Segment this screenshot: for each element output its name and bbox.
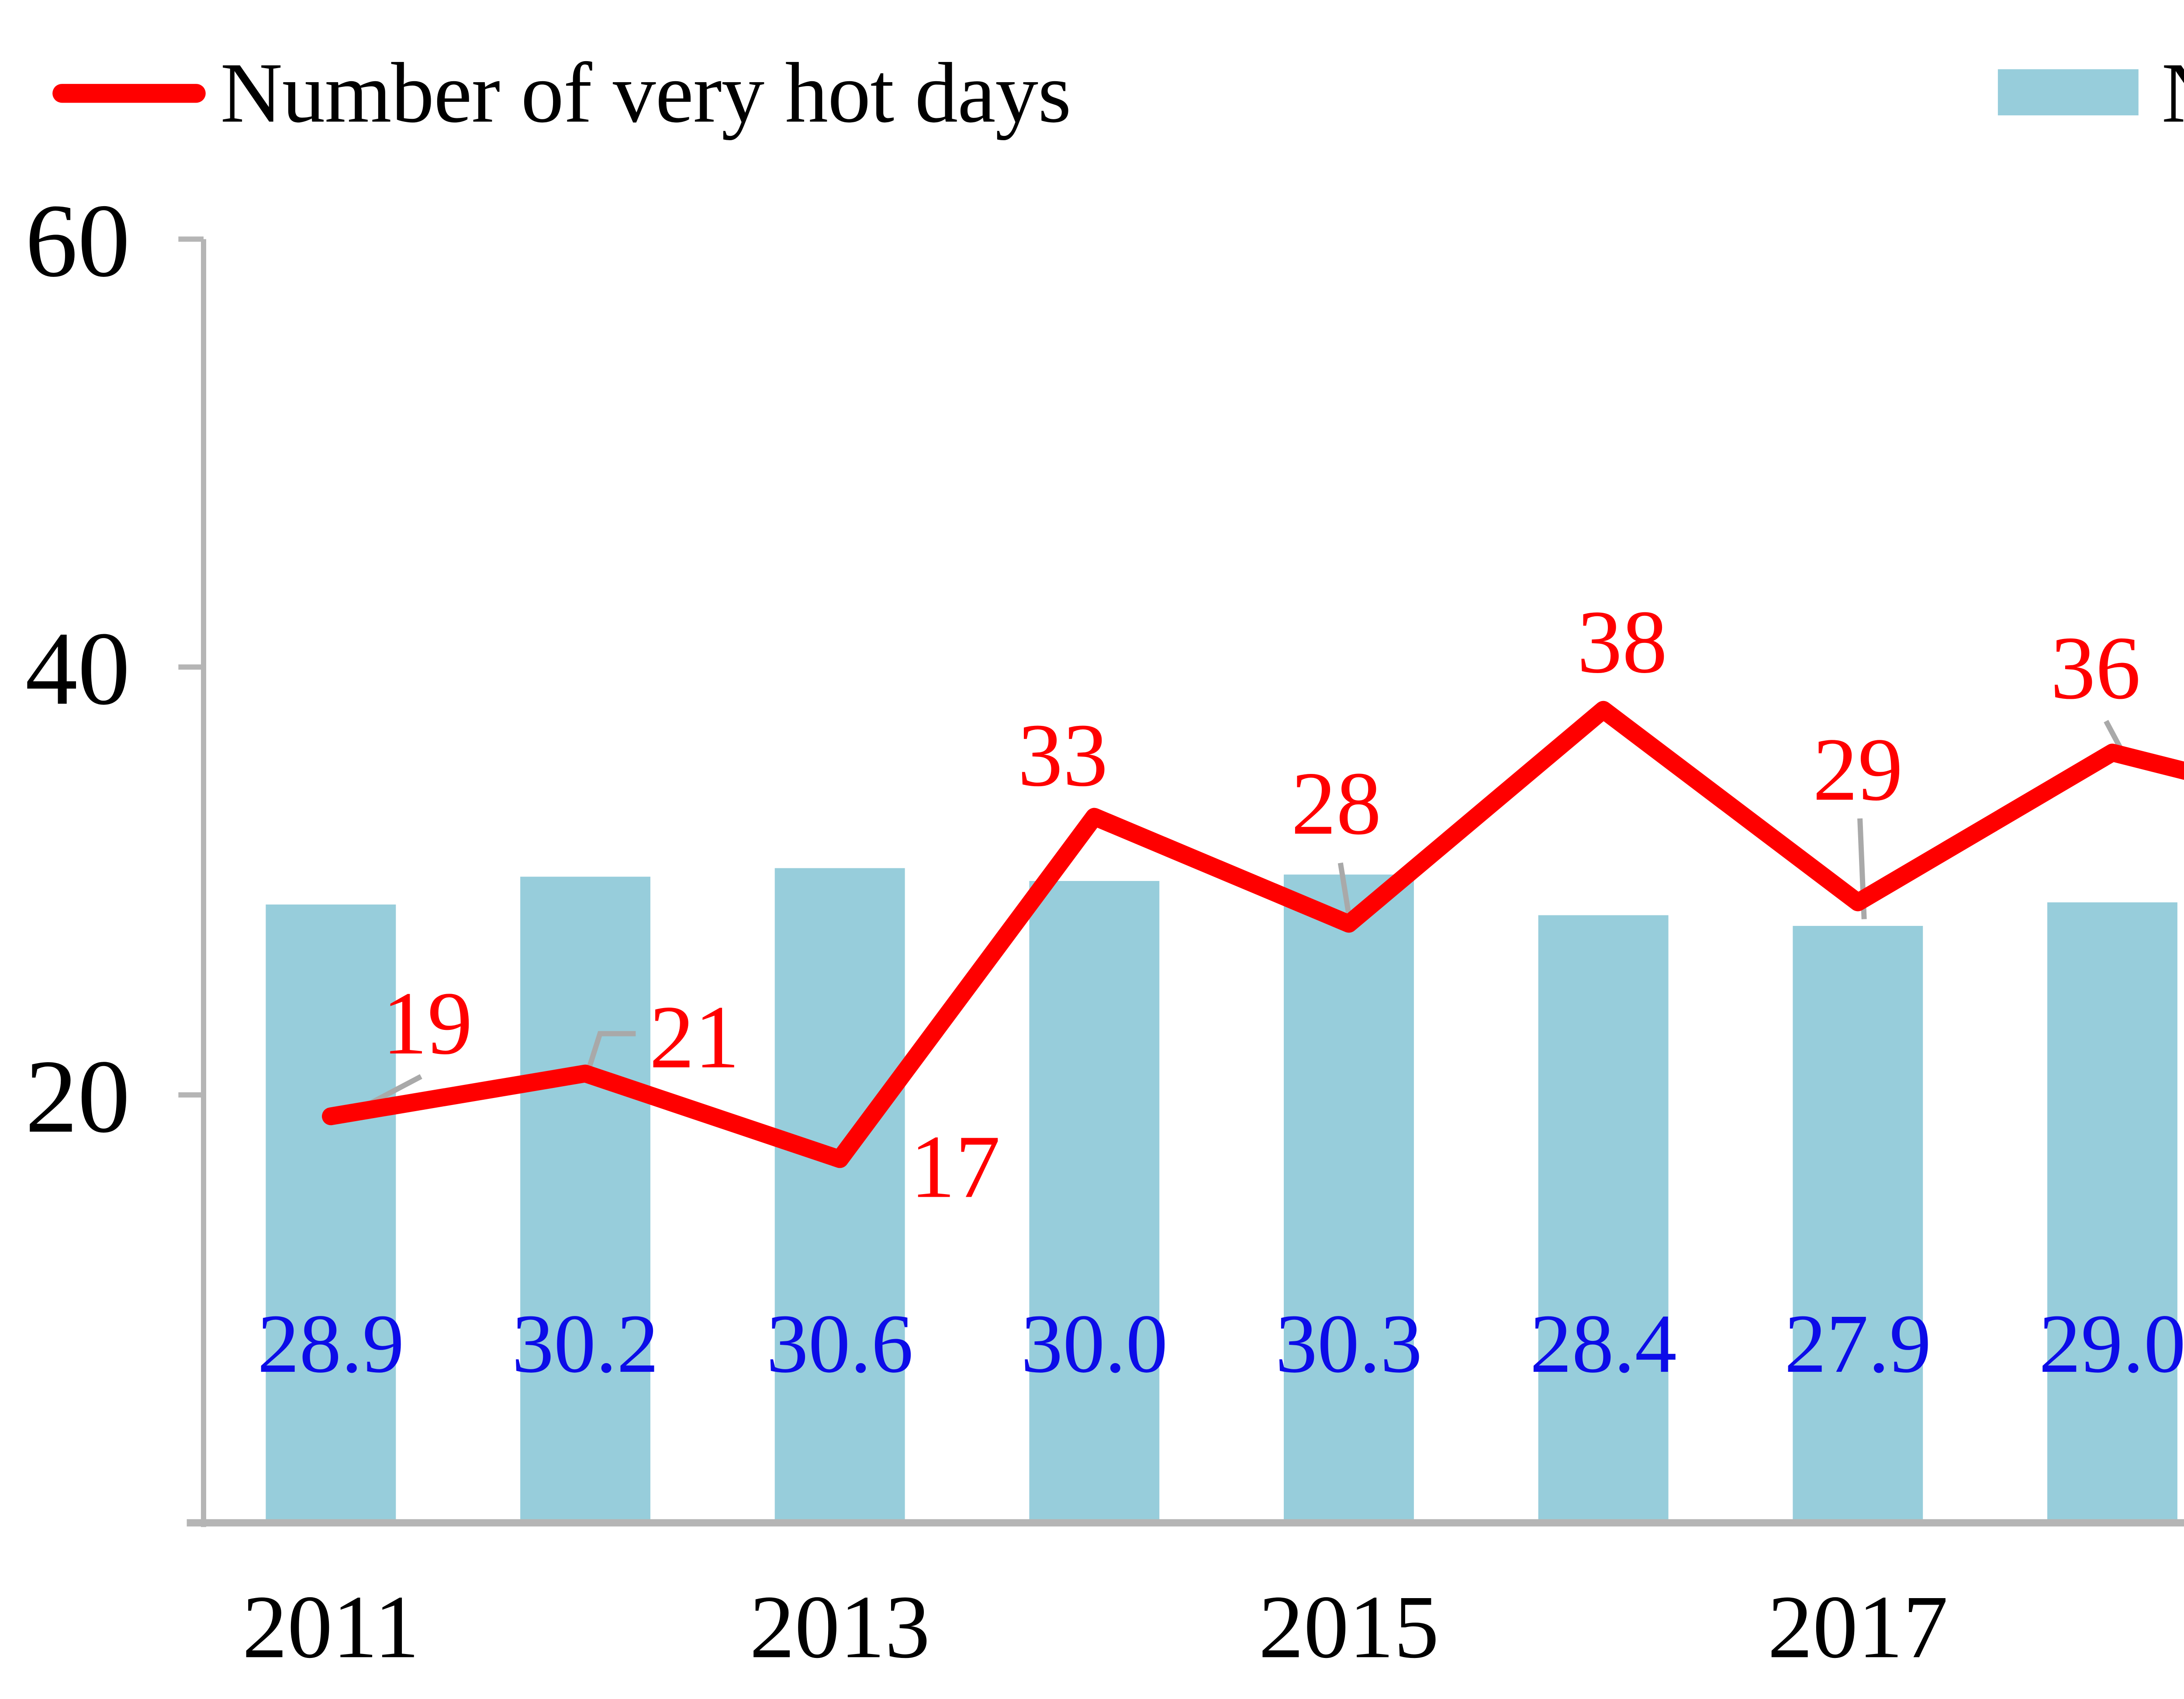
line-label-2018: 36: [2050, 618, 2141, 718]
bar-2017: [1793, 925, 1923, 1523]
bar-2012: [520, 877, 650, 1523]
line-label-2017: 29: [1813, 719, 1903, 819]
y-left-label-60: 60: [25, 183, 130, 299]
line-series-very-hot-days: [321, 701, 2184, 1168]
bar-label-2014: 30.0: [1021, 1297, 1168, 1390]
x-label-2015: 2015: [1258, 1577, 1439, 1677]
x-label-2017: 2017: [1768, 1577, 1948, 1677]
line-label-2013: 17: [910, 1117, 1001, 1217]
bar-2013: [774, 868, 905, 1523]
line-label-2015: 28: [1291, 753, 1382, 853]
legend-item-inspections: Number of inspections (’000): [1997, 42, 2184, 143]
legend-label-inspections: Number of inspections (’000): [2162, 42, 2184, 143]
line-label-2016: 38: [1577, 592, 1668, 692]
x-label-2011: 2011: [242, 1577, 420, 1677]
bar-2016: [1538, 915, 1669, 1523]
bar-2014: [1029, 881, 1160, 1523]
y-left-label-20: 20: [25, 1038, 130, 1154]
legend-label-very-hot-days: Number of very hot days: [220, 44, 1071, 141]
line-label-2012: 21: [650, 987, 740, 1087]
bar-series-swatch: [1997, 69, 2139, 116]
line-label-2011: 19: [382, 973, 473, 1073]
bar-label-2012: 30.2: [512, 1297, 659, 1390]
line-label-2014: 33: [1018, 705, 1108, 805]
leader-line-2012: [583, 1031, 636, 1081]
bar-label-2013: 30.6: [767, 1297, 913, 1390]
bar-2011: [266, 904, 396, 1523]
bar-label-2016: 28.4: [1530, 1297, 1676, 1390]
bar-2018: [2047, 902, 2177, 1523]
bar-label-2011: 28.9: [257, 1297, 404, 1390]
bar-2015: [1284, 874, 1414, 1523]
line-series-swatch: [52, 83, 206, 102]
bar-label-2015: 30.3: [1275, 1297, 1422, 1390]
bar-label-2017: 27.9: [1784, 1297, 1931, 1390]
legend-item-very-hot-days: Number of very hot days: [52, 42, 1071, 143]
y-left-label-40: 40: [25, 610, 130, 726]
x-label-2013: 2013: [750, 1577, 930, 1677]
bar-label-2018: 29.0: [2039, 1297, 2184, 1390]
